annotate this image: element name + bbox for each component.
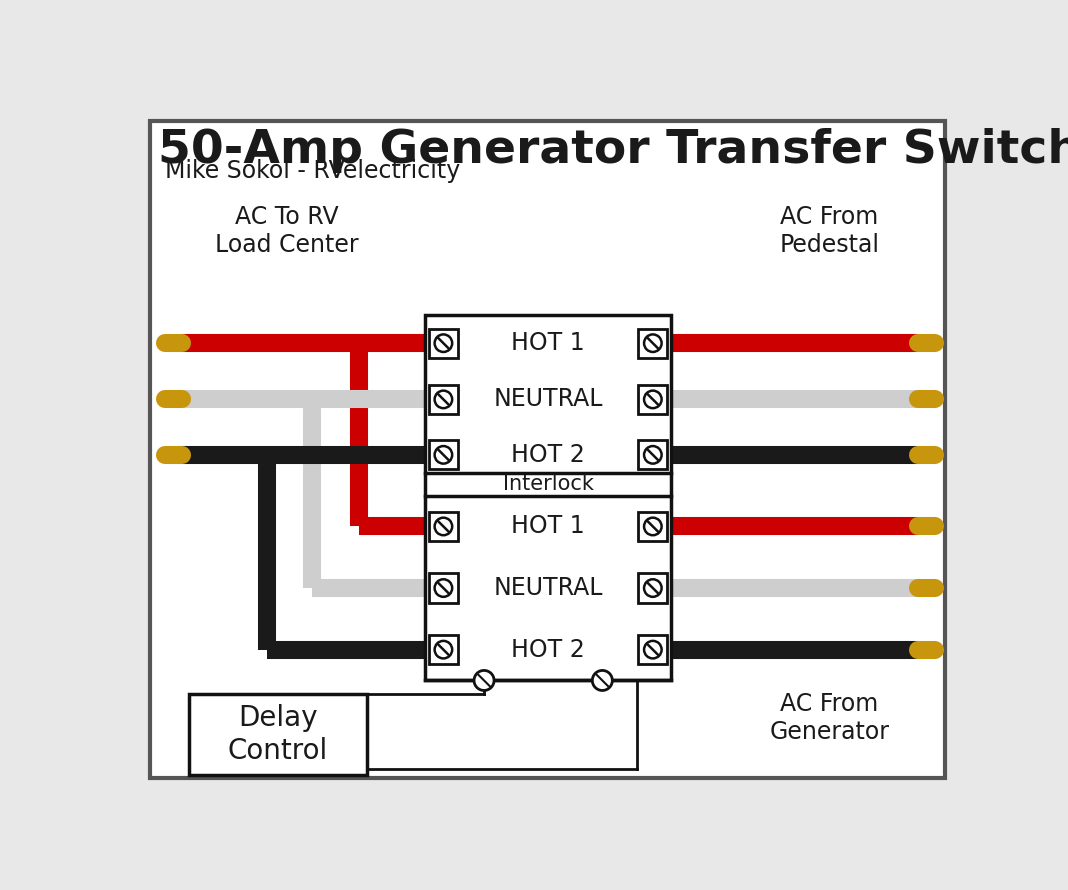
Text: HOT 2: HOT 2 <box>512 637 585 661</box>
Text: AC From
Pedestal: AC From Pedestal <box>780 206 879 257</box>
Text: AC To RV
Load Center: AC To RV Load Center <box>215 206 358 257</box>
Bar <box>428 635 458 664</box>
Text: HOT 1: HOT 1 <box>512 514 585 538</box>
Bar <box>428 384 458 414</box>
Bar <box>639 328 668 358</box>
Text: NEUTRAL: NEUTRAL <box>493 576 602 600</box>
Bar <box>428 328 458 358</box>
Text: Interlock: Interlock <box>503 474 594 494</box>
Bar <box>639 512 668 541</box>
Bar <box>428 441 458 469</box>
Circle shape <box>593 670 612 691</box>
Circle shape <box>644 391 661 409</box>
Circle shape <box>435 579 452 597</box>
Text: NEUTRAL: NEUTRAL <box>493 387 602 411</box>
Circle shape <box>644 579 661 597</box>
Bar <box>639 573 668 603</box>
Circle shape <box>644 446 661 464</box>
Bar <box>639 635 668 664</box>
Text: Delay
Control: Delay Control <box>227 704 328 765</box>
Circle shape <box>435 518 452 535</box>
Bar <box>189 693 367 775</box>
Bar <box>639 441 668 469</box>
Text: HOT 1: HOT 1 <box>512 331 585 355</box>
Circle shape <box>644 518 661 535</box>
Circle shape <box>644 335 661 352</box>
Circle shape <box>644 641 661 659</box>
Circle shape <box>435 391 452 409</box>
Bar <box>428 573 458 603</box>
Bar <box>425 315 672 473</box>
Bar <box>425 496 672 681</box>
Text: 50-Amp Generator Transfer Switch: 50-Amp Generator Transfer Switch <box>158 128 1068 174</box>
Circle shape <box>435 335 452 352</box>
Circle shape <box>435 641 452 659</box>
Text: AC From
Generator: AC From Generator <box>769 692 890 744</box>
Text: HOT 2: HOT 2 <box>512 443 585 467</box>
Bar <box>428 512 458 541</box>
Circle shape <box>435 446 452 464</box>
Bar <box>639 384 668 414</box>
Circle shape <box>474 670 494 691</box>
Text: Mike Sokol - RVelectricity: Mike Sokol - RVelectricity <box>166 159 460 183</box>
